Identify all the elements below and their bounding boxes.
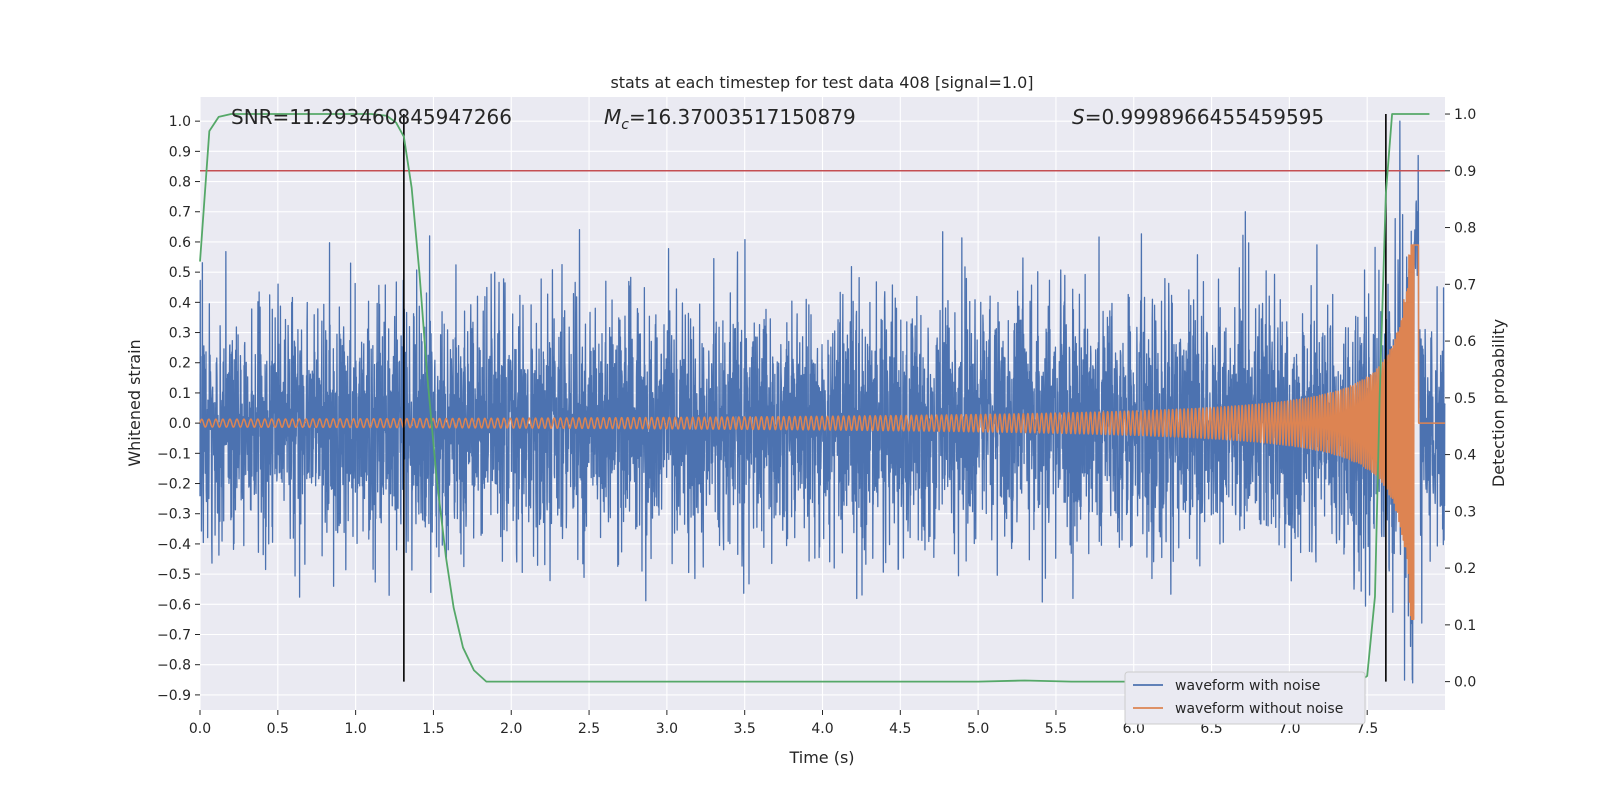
x-tick-label: 3.5 — [734, 721, 756, 737]
x-tick-label: 7.5 — [1356, 721, 1378, 737]
left-y-tick-label: −0.9 — [157, 688, 191, 704]
right-y-tick-label: 0.5 — [1454, 391, 1476, 407]
x-tick-label: 3.0 — [656, 721, 678, 737]
right-y-axis-ticks: 1.0 0.9 0.8 0.7 0.6 0.5 0.4 0.3 0.2 0.1 0.0 — [1445, 107, 1476, 691]
detection-probability-line — [199, 113, 1430, 683]
left-y-tick-label: 0.8 — [169, 175, 191, 191]
right-y-tick-label: 0.9 — [1454, 164, 1476, 180]
score-value: =0.9998966455459595 — [1085, 105, 1324, 129]
right-y-tick-label: 0.2 — [1454, 561, 1476, 577]
left-y-tick-label: −0.4 — [157, 537, 191, 553]
right-y-tick-label: 0.3 — [1454, 504, 1476, 520]
left-y-axis-ticks: 1.0 0.9 0.8 0.7 0.6 0.5 0.4 0.3 0.2 0.1 0.0 −0.1 −0.… — [157, 114, 200, 704]
right-y-axis-label: Detection probability — [1489, 319, 1508, 487]
left-y-tick-label: 0.2 — [169, 356, 191, 372]
right-y-tick-label: 0.4 — [1454, 448, 1476, 464]
left-y-tick-label: −0.3 — [157, 507, 191, 523]
left-y-tick-label: −0.6 — [157, 597, 191, 613]
left-y-tick-label: 0.1 — [169, 386, 191, 402]
x-axis-ticks: 0.0 0.5 1.0 1.5 2.0 2.5 3.0 3.5 4.0 4.5 5.0 5.5 6.0 6… — [189, 710, 1378, 737]
right-y-tick-label: 0.0 — [1454, 675, 1476, 691]
x-tick-label: 4.5 — [889, 721, 911, 737]
x-tick-label: 5.0 — [967, 721, 989, 737]
right-y-tick-label: 0.8 — [1454, 221, 1476, 237]
score-symbol: S — [1072, 105, 1085, 129]
left-y-tick-label: 0.0 — [169, 416, 191, 432]
left-y-tick-label: 0.3 — [169, 326, 191, 342]
left-y-tick-label: −0.8 — [157, 658, 191, 674]
left-y-axis-label: Whitened strain — [125, 339, 144, 466]
series-waveform-without-noise — [199, 244, 1446, 621]
left-y-tick-label: 0.9 — [169, 144, 191, 160]
left-y-tick-label: 0.6 — [169, 235, 191, 251]
left-y-tick-label: −0.1 — [157, 446, 191, 462]
chirp-mass-symbol: M — [604, 105, 621, 129]
x-tick-label: 2.5 — [578, 721, 600, 737]
left-y-tick-label: 1.0 — [169, 114, 191, 130]
chirp-mass-subscript: c — [621, 117, 629, 133]
legend-label-clean: waveform without noise — [1175, 701, 1343, 717]
left-y-tick-label: 0.5 — [169, 265, 191, 281]
legend-label-noisy: waveform with noise — [1175, 678, 1320, 694]
x-axis-label: Time (s) — [788, 748, 854, 767]
right-y-tick-label: 1.0 — [1454, 107, 1476, 123]
left-y-tick-label: −0.7 — [157, 628, 191, 644]
series-detection-probability — [199, 113, 1430, 683]
left-y-tick-label: 0.7 — [169, 205, 191, 221]
right-y-tick-label: 0.6 — [1454, 334, 1476, 350]
x-tick-label: 2.0 — [500, 721, 522, 737]
left-y-tick-label: 0.4 — [169, 295, 191, 311]
chart-title: stats at each timestep for test data 408… — [610, 73, 1033, 92]
chirp-mass-annotation: Mc=16.37003517150879 — [604, 105, 856, 133]
legend: waveform with noise waveform without noi… — [1124, 671, 1366, 725]
x-tick-label: 1.0 — [344, 721, 366, 737]
x-tick-label: 4.0 — [811, 721, 833, 737]
snr-annotation: SNR=11.293460845947266 — [231, 105, 512, 129]
x-tick-label: 6.0 — [1123, 721, 1145, 737]
legend-box — [1124, 671, 1366, 725]
x-tick-label: 7.0 — [1278, 721, 1300, 737]
clean-waveform-line — [199, 244, 1446, 621]
score-annotation: S=0.9998966455459595 — [1072, 105, 1324, 129]
left-y-tick-label: −0.5 — [157, 567, 191, 583]
right-y-tick-label: 0.1 — [1454, 618, 1476, 634]
chirp-mass-value: =16.37003517150879 — [629, 105, 856, 129]
x-tick-label: 6.5 — [1200, 721, 1222, 737]
right-y-tick-label: 0.7 — [1454, 277, 1476, 293]
x-tick-label: 0.0 — [189, 721, 211, 737]
left-y-tick-label: −0.2 — [157, 477, 191, 493]
x-tick-label: 5.5 — [1045, 721, 1067, 737]
x-tick-label: 1.5 — [422, 721, 444, 737]
x-tick-label: 0.5 — [267, 721, 289, 737]
